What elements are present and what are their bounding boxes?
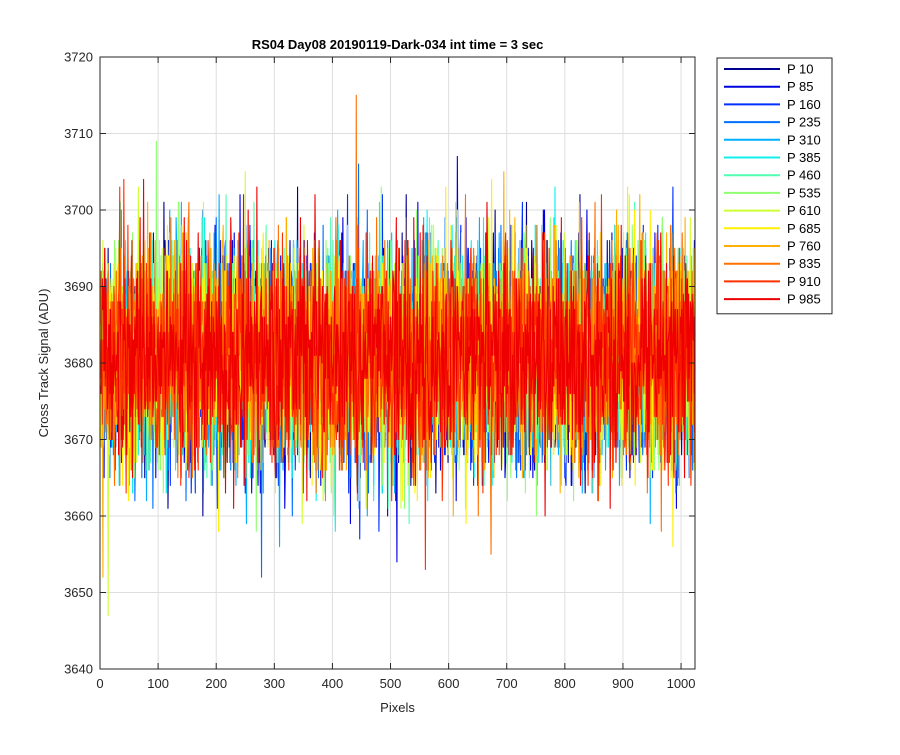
y-axis-label: Cross Track Signal (ADU): [36, 289, 51, 438]
legend-label: P 835: [787, 256, 821, 271]
x-tick-label: 300: [263, 676, 285, 691]
y-tick-label: 3640: [64, 662, 93, 677]
x-tick-label: 100: [147, 676, 169, 691]
x-tick-label: 400: [322, 676, 344, 691]
x-axis-label: Pixels: [380, 700, 415, 715]
x-tick-label: 500: [380, 676, 402, 691]
legend-label: P 535: [787, 185, 821, 200]
legend-label: P 385: [787, 150, 821, 165]
legend-label: P 85: [787, 79, 814, 94]
legend-label: P 985: [787, 292, 821, 307]
legend-label: P 610: [787, 203, 821, 218]
y-tick-label: 3670: [64, 432, 93, 447]
axis-ticks: 0 100 200 300 400 500 600 700 800 900 1000 3640 3650…: [64, 50, 695, 692]
legend-label: P 460: [787, 168, 821, 183]
legend-label: P 160: [787, 97, 821, 112]
legend-label: P 910: [787, 274, 821, 289]
x-tick-label: 800: [554, 676, 576, 691]
x-tick-label: 0: [96, 676, 103, 691]
series-line: [100, 178, 696, 517]
y-tick-label: 3720: [64, 50, 93, 65]
legend-box: [716, 57, 833, 315]
y-tick-label: 3700: [64, 203, 93, 218]
y-tick-label: 3710: [64, 126, 93, 141]
legend-label: P 310: [787, 132, 821, 147]
y-tick-label: 3680: [64, 356, 93, 371]
legend-label: P 760: [787, 239, 821, 254]
legend-label: P 685: [787, 221, 821, 236]
legend: P 10 P 85 P 160 P 235 P 310 P 385 P 460 P 535 P …: [716, 57, 833, 315]
legend-label: P 235: [787, 115, 821, 130]
y-tick-label: 3690: [64, 279, 93, 294]
y-tick-label: 3650: [64, 585, 93, 600]
x-tick-label: 1000: [667, 676, 696, 691]
chart-title: RS04 Day08 20190119-Dark-034 int time = …: [252, 37, 544, 52]
series-lines: [100, 94, 696, 616]
legend-label: P 10: [787, 62, 814, 77]
x-tick-label: 900: [612, 676, 634, 691]
x-tick-label: 200: [205, 676, 227, 691]
y-tick-label: 3660: [64, 509, 93, 524]
x-tick-label: 600: [438, 676, 460, 691]
x-tick-label: 700: [496, 676, 518, 691]
